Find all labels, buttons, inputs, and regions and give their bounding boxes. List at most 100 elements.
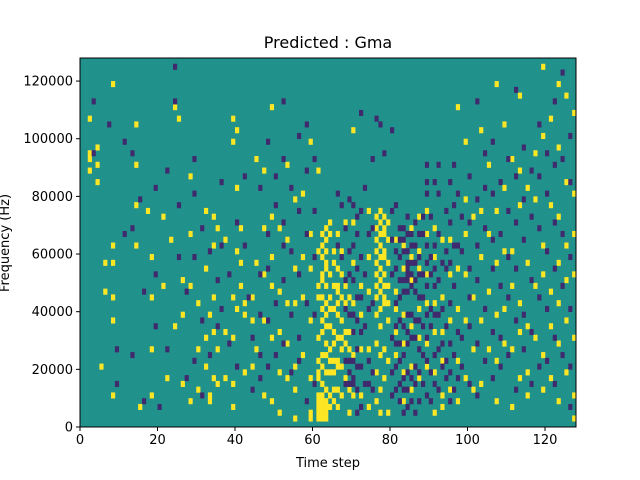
heatmap-cell-low — [405, 230, 410, 238]
heatmap-cell-low — [440, 305, 445, 312]
heatmap-cell-high — [308, 138, 313, 145]
heatmap-cell-high — [382, 271, 387, 278]
heatmap-cell-high — [525, 392, 530, 399]
heatmap-cell-low — [397, 294, 402, 301]
heatmap-cell-high — [471, 213, 476, 220]
heatmap-cell-low — [490, 138, 495, 145]
heatmap-cell-high — [324, 403, 329, 411]
heatmap-cell-high — [432, 225, 437, 232]
heatmap-cell-high — [541, 132, 546, 140]
heatmap-cell-high — [374, 271, 379, 278]
heatmap-cell-high — [510, 248, 515, 255]
heatmap-cell-high — [432, 369, 437, 376]
heatmap-cell-high — [308, 230, 313, 238]
heatmap-cell-high — [432, 328, 437, 336]
chart-title: Predicted : Gma — [264, 33, 392, 52]
heatmap-cell-low — [242, 173, 247, 180]
heatmap-cell-low — [421, 213, 426, 220]
heatmap-cell-low — [405, 277, 410, 284]
heatmap-cell-high — [409, 363, 414, 370]
heatmap-cell-high — [211, 294, 216, 301]
heatmap-cell-low — [153, 323, 158, 330]
y-tick-label: 60000 — [32, 248, 73, 263]
heatmap-cell-high — [242, 311, 247, 318]
heatmap-cell-low — [339, 254, 344, 261]
heatmap-cell-high — [328, 305, 333, 312]
heatmap-cell-low — [176, 202, 182, 209]
heatmap-cell-low — [165, 167, 170, 174]
heatmap-cell-low — [483, 357, 488, 364]
heatmap-cell-high — [87, 150, 92, 157]
heatmap-cell-low — [355, 363, 360, 370]
heatmap-cell-high — [374, 225, 379, 232]
heatmap-cell-high — [548, 323, 554, 330]
heatmap-cell-low — [351, 202, 356, 209]
heatmap-cell-low — [343, 277, 348, 284]
heatmap-cell-low — [297, 207, 302, 214]
heatmap-cell-high — [556, 81, 561, 88]
heatmap-cell-high — [328, 369, 333, 376]
heatmap-cell-high — [455, 104, 461, 111]
heatmap-cell-low — [192, 156, 197, 163]
heatmap-cell-low — [498, 230, 503, 238]
heatmap-cell-high — [211, 375, 216, 382]
heatmap-cell-low — [339, 202, 344, 209]
heatmap-cell-low — [405, 311, 410, 318]
heatmap-cell-high — [343, 328, 348, 336]
heatmap-cell-high — [335, 403, 340, 411]
heatmap-cell-low — [436, 190, 441, 197]
heatmap-cell-low — [529, 380, 534, 387]
heatmap-cell-high — [339, 363, 344, 370]
heatmap-cell-low — [413, 409, 418, 416]
heatmap-cell-low — [409, 311, 414, 318]
heatmap-cell-high — [328, 346, 333, 353]
heatmap-cell-high — [331, 305, 337, 312]
heatmap-cell-low — [498, 334, 503, 341]
heatmap-cell-high — [320, 392, 325, 399]
heatmap-cell-low — [347, 271, 352, 278]
heatmap-cell-high — [320, 328, 325, 336]
heatmap-cell-low — [440, 340, 445, 347]
x-tick-label: 80 — [382, 433, 399, 448]
heatmap-cell-high — [95, 144, 100, 151]
y-axis: 0 20000 40000 60000 80000 100000 120000 — [23, 75, 80, 436]
heatmap-cell-high — [440, 357, 445, 364]
heatmap-cell-low — [246, 294, 251, 301]
heatmap-cell-high — [479, 254, 484, 261]
heatmap-cell-high — [188, 282, 193, 289]
heatmap-cell-high — [440, 236, 445, 243]
heatmap-cell-high — [359, 346, 364, 353]
heatmap-cell-high — [250, 294, 255, 301]
heatmap-cell-high — [517, 328, 523, 336]
heatmap-cell-high — [180, 277, 185, 284]
heatmap-cell-low — [413, 219, 418, 226]
heatmap-cell-high — [556, 300, 561, 307]
heatmap-cell-low — [157, 403, 162, 411]
heatmap-cell-high — [262, 225, 267, 232]
heatmap-cell-low — [122, 230, 127, 238]
heatmap-cell-low — [417, 294, 422, 301]
heatmap-cell-low — [355, 294, 360, 301]
heatmap-cell-low — [393, 323, 399, 330]
heatmap-cell-high — [448, 236, 453, 243]
heatmap-cell-low — [506, 207, 511, 214]
heatmap-cell-low — [409, 259, 414, 266]
heatmap-cell-high — [351, 352, 356, 359]
plot-area — [79, 57, 577, 428]
heatmap-cell-low — [428, 305, 433, 312]
heatmap-cell-high — [215, 380, 220, 387]
heatmap-cell-low — [297, 132, 302, 140]
heatmap-cell-high — [149, 346, 154, 353]
plot-frame — [79, 57, 577, 428]
heatmap-cell-high — [382, 346, 387, 353]
heatmap-cell-low — [545, 190, 550, 197]
heatmap-cell-high — [231, 403, 236, 411]
heatmap-cell-high — [235, 248, 240, 255]
heatmap-cell-high — [328, 294, 333, 301]
heatmap-cell-high — [324, 352, 329, 359]
heatmap-cell-low — [351, 375, 356, 382]
heatmap-cell-low — [421, 294, 426, 301]
heatmap-cell-high — [378, 323, 383, 330]
heatmap-cell-low — [207, 248, 213, 255]
